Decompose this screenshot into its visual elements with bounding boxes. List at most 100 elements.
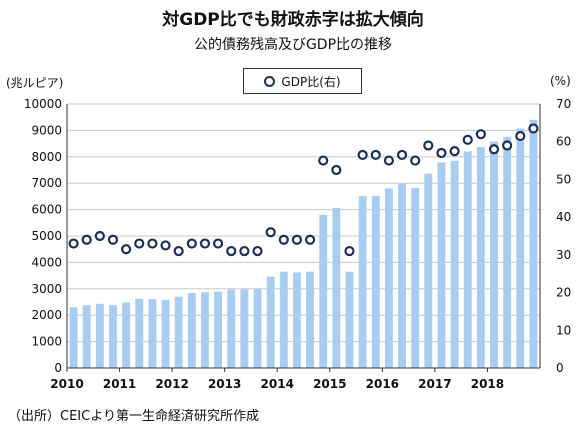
bar <box>345 271 354 368</box>
bar <box>227 289 236 368</box>
y-left-tick-label: 9000 <box>31 123 62 137</box>
bar <box>476 147 485 368</box>
x-tick-label: 2010 <box>50 377 83 391</box>
x-tick-label: 2018 <box>471 377 504 391</box>
gdp-ratio-point <box>173 245 184 257</box>
y-left-tick-label: 10000 <box>24 97 62 111</box>
gdp-ratio-point <box>383 155 395 166</box>
gdp-ratio-point <box>318 155 329 166</box>
bar <box>240 289 249 368</box>
bar <box>266 276 275 368</box>
grid-lines <box>67 103 540 369</box>
y-right-tick-label: 20 <box>556 286 571 300</box>
y-left-tick-label: 2000 <box>31 308 62 322</box>
bar <box>398 183 406 368</box>
bar <box>450 160 459 368</box>
x-tick-label: 2017 <box>418 377 451 391</box>
chart-title: 対GDP比でも財政赤字は拡大傾向 <box>162 10 424 30</box>
gdp-ratio-point <box>226 245 237 257</box>
y-left-tick-label: 3000 <box>31 282 62 296</box>
gdp-ratio-point <box>475 129 486 140</box>
bar <box>187 293 196 368</box>
gdp-ratio-point <box>107 234 119 245</box>
gdp-ratio-point <box>252 245 263 257</box>
bar <box>69 307 78 368</box>
gdp-ratio-point <box>239 245 250 257</box>
legend: GDP比(右) <box>243 68 362 94</box>
bar <box>503 136 512 368</box>
bar <box>148 299 157 368</box>
gdp-ratio-point <box>160 240 171 251</box>
gdp-ratio-point <box>134 238 145 249</box>
bar <box>437 162 446 368</box>
gdp-ratio-point <box>396 149 408 161</box>
right-axis-unit-label: (%) <box>550 74 571 88</box>
bar <box>332 208 341 368</box>
chart-subtitle: 公的債務残高及びGDP比の推移 <box>193 37 393 53</box>
gdp-ratio-point <box>370 149 381 161</box>
gdp-ratio-point <box>423 140 434 151</box>
bar <box>214 291 223 368</box>
gdp-ratio-point <box>528 123 539 134</box>
gdp-ratio-point <box>81 234 92 245</box>
y-right-tick-label: 60 <box>556 135 571 149</box>
gdp-ratio-point <box>449 146 460 157</box>
gdp-ratio-point <box>121 244 132 255</box>
bar <box>358 196 367 368</box>
y-left-tick-label: 5000 <box>31 229 62 243</box>
bar <box>306 271 315 368</box>
bar <box>529 119 538 368</box>
y-right-tick-label: 40 <box>556 210 571 224</box>
y-right-tick-label: 30 <box>556 248 571 262</box>
gdp-ratio-point <box>147 238 158 249</box>
bar <box>82 305 91 368</box>
y-right-tick-label: 0 <box>556 361 564 375</box>
left-axis-unit-label: (兆ルピア) <box>6 76 64 90</box>
gdp-ratio-point <box>488 144 500 155</box>
gdp-ratio-point <box>410 155 421 166</box>
gdp-ratio-point <box>291 234 303 245</box>
bar <box>135 298 144 368</box>
bar <box>253 289 262 368</box>
bar <box>201 292 209 368</box>
y-left-tick-label: 7000 <box>31 176 62 190</box>
gdp-ratio-series <box>68 123 539 257</box>
gdp-ratio-point <box>502 140 513 151</box>
x-tick-label: 2011 <box>103 377 136 391</box>
gdp-ratio-point <box>331 164 342 176</box>
gdp-ratio-point <box>436 147 447 159</box>
gdp-ratio-point <box>94 230 105 242</box>
gdp-ratio-point <box>278 234 289 245</box>
y-left-tick-label: 6000 <box>31 203 62 217</box>
bar <box>424 173 433 368</box>
gdp-ratio-point <box>515 130 526 142</box>
y-right-tick-label: 10 <box>556 323 571 337</box>
gdp-ratio-point <box>68 238 79 249</box>
y-left-tick-label: 1000 <box>31 335 62 349</box>
gdp-ratio-point <box>462 134 473 145</box>
bar <box>109 305 117 368</box>
y-left-tick-label: 4000 <box>31 255 62 269</box>
bar <box>463 151 472 368</box>
bar <box>490 141 498 368</box>
bar <box>292 272 301 368</box>
x-tick-label: 2014 <box>261 377 294 391</box>
x-tick-label: 2012 <box>155 377 188 391</box>
x-tick-label: 2015 <box>313 377 346 391</box>
gdp-ratio-point <box>344 245 355 257</box>
axes: 0100020003000400050006000700080009000100… <box>24 97 571 391</box>
y-right-tick-label: 70 <box>556 97 571 111</box>
bar <box>384 188 393 368</box>
bar <box>411 187 420 368</box>
y-left-tick-label: 0 <box>54 361 62 375</box>
bar <box>174 296 183 368</box>
y-right-tick-label: 50 <box>556 172 571 186</box>
bar <box>319 214 328 368</box>
bar <box>371 195 380 368</box>
y-left-tick-label: 8000 <box>31 150 62 164</box>
bar <box>95 303 104 368</box>
x-tick-label: 2016 <box>366 377 399 391</box>
bar <box>279 271 288 368</box>
bar-series <box>69 119 538 368</box>
